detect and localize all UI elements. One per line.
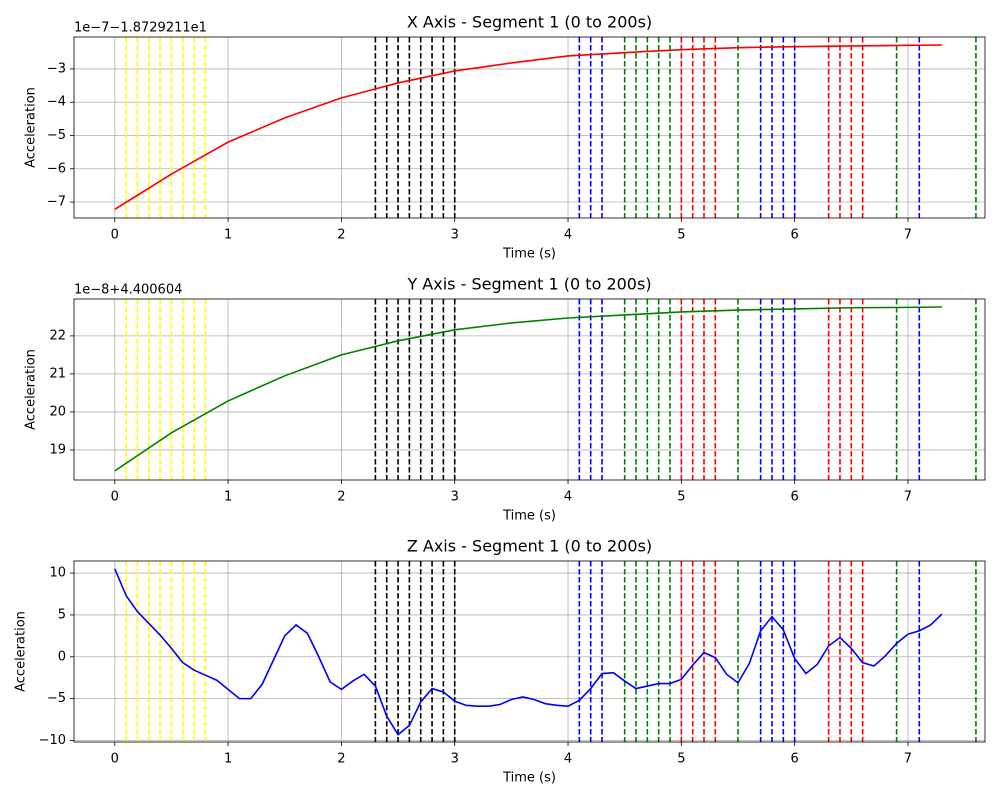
x-tick-label: 2 — [337, 228, 345, 243]
y-tick-label: −10 — [39, 733, 66, 748]
y-tick-label: −5 — [47, 128, 66, 143]
subplot: 0 1 2 3 4 5 6 7 −10 −5 0 5 10 Z Axis - Segment 1 (0 t… — [14, 537, 986, 786]
axes-frame — [73, 36, 986, 219]
x-tick-label: 0 — [111, 228, 119, 243]
x-tick-label: 1 — [224, 752, 232, 767]
y-tick-label: 21 — [49, 366, 66, 381]
y-tick-label: −4 — [47, 95, 66, 110]
y-axis-label: Acceleration — [24, 349, 39, 430]
x-tick-label: 0 — [111, 490, 119, 505]
y-tick-label: 19 — [49, 442, 66, 457]
data-line — [114, 568, 943, 736]
data-line — [114, 44, 942, 211]
x-tick-label: 2 — [337, 752, 345, 767]
x-tick-label: 6 — [791, 490, 799, 505]
x-tick-label: 3 — [451, 752, 459, 767]
x-tick-label: 3 — [451, 490, 459, 505]
y-tick-label: −7 — [47, 195, 66, 210]
x-tick-label: 7 — [904, 490, 912, 505]
y-axis-label: Acceleration — [24, 87, 39, 168]
x-axis-label: Time (s) — [502, 509, 556, 524]
x-tick-label: 5 — [677, 490, 685, 505]
y-tick-label: −5 — [47, 691, 66, 706]
x-tick-label: 3 — [451, 228, 459, 243]
x-tick-label: 4 — [564, 752, 572, 767]
x-tick-label: 1 — [224, 228, 232, 243]
axes-frame — [73, 298, 986, 481]
y-tick-label: 22 — [49, 328, 66, 343]
x-tick-label: 6 — [791, 752, 799, 767]
x-tick-label: 1 — [224, 490, 232, 505]
y-tick-label: −3 — [47, 61, 66, 76]
x-tick-label: 4 — [564, 490, 572, 505]
x-tick-label: 5 — [677, 228, 685, 243]
y-tick-label: 10 — [49, 566, 66, 581]
marker-lines — [114, 37, 977, 218]
x-tick-label: 5 — [677, 752, 685, 767]
x-tick-label: 2 — [337, 490, 345, 505]
marker-lines — [114, 299, 977, 480]
offset-text: 1e−8+4.400604 — [74, 283, 182, 298]
y-axis-label: Acceleration — [14, 611, 29, 692]
subplot: 0 1 2 3 4 5 6 7 −7 −6 −5 −4 −3 X Axis - Segment 1 (0 … — [24, 13, 986, 262]
x-axis-label: Time (s) — [502, 247, 556, 262]
y-tick-label: 20 — [49, 404, 66, 419]
subplot-title: Z Axis - Segment 1 (0 to 200s) — [407, 537, 652, 556]
x-tick-label: 6 — [791, 228, 799, 243]
subplot: 0 1 2 3 4 5 6 7 19 20 21 22 Y Axis - Segment 1 (0 to… — [24, 275, 986, 524]
x-tick-label: 7 — [904, 228, 912, 243]
y-tick-label: 0 — [58, 649, 66, 664]
y-tick-label: −6 — [47, 161, 66, 176]
y-tick-label: 5 — [58, 607, 66, 622]
marker-lines — [114, 561, 977, 742]
axes-frame — [73, 560, 986, 743]
subplot-title: X Axis - Segment 1 (0 to 200s) — [407, 13, 652, 32]
x-tick-label: 0 — [111, 752, 119, 767]
x-tick-label: 4 — [564, 228, 572, 243]
data-line — [114, 306, 942, 472]
offset-text: 1e−7−1.8729211e1 — [74, 21, 207, 36]
x-axis-label: Time (s) — [502, 771, 556, 786]
x-tick-label: 7 — [904, 752, 912, 767]
subplot-title: Y Axis - Segment 1 (0 to 200s) — [406, 275, 651, 294]
